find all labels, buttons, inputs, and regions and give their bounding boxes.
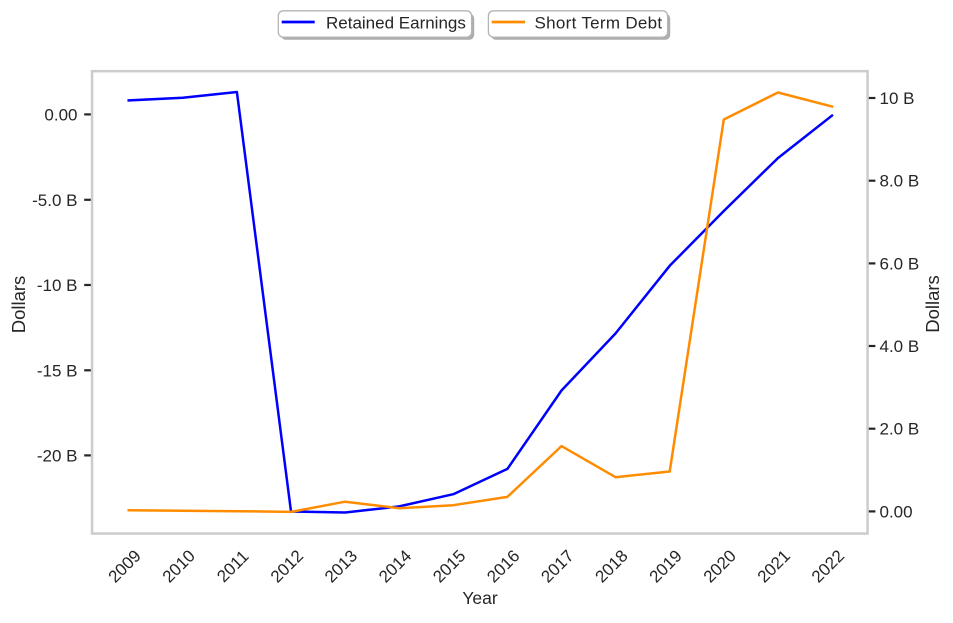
svg-text:4.0 B: 4.0 B <box>880 337 920 356</box>
svg-text:Dollars: Dollars <box>8 276 29 334</box>
svg-text:Dollars: Dollars <box>922 275 943 333</box>
svg-text:Retained Earnings: Retained Earnings <box>326 13 466 32</box>
svg-text:10 B: 10 B <box>880 89 915 108</box>
svg-text:-15 B: -15 B <box>37 361 78 380</box>
svg-text:Year: Year <box>462 588 498 608</box>
svg-text:Short Term Debt: Short Term Debt <box>535 13 663 32</box>
svg-text:8.0 B: 8.0 B <box>880 172 920 191</box>
svg-text:-5.0 B: -5.0 B <box>32 191 77 210</box>
svg-text:6.0 B: 6.0 B <box>880 254 920 273</box>
svg-text:-20 B: -20 B <box>37 446 78 465</box>
svg-text:-10 B: -10 B <box>37 276 78 295</box>
svg-text:0.00: 0.00 <box>44 105 77 124</box>
svg-text:0.00: 0.00 <box>880 502 913 521</box>
svg-text:2.0 B: 2.0 B <box>880 420 920 439</box>
